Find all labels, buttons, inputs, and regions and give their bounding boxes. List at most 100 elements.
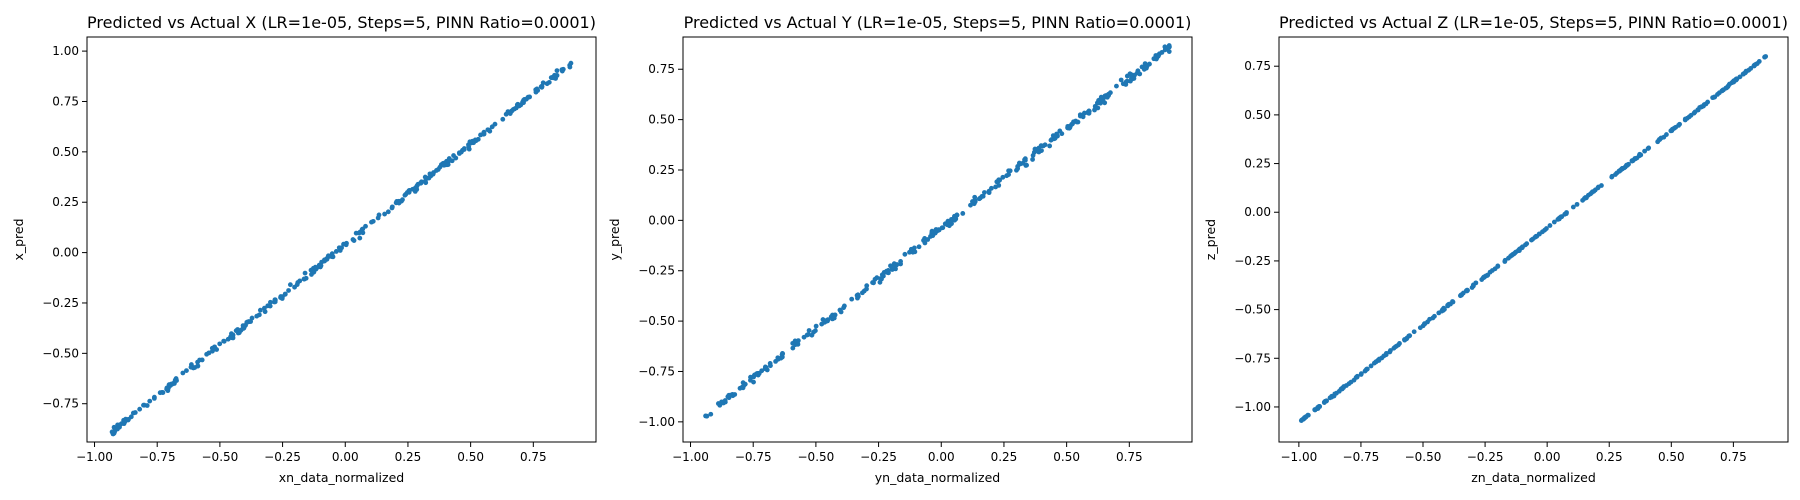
y-tick-label: 0.50 [648, 113, 675, 127]
y-tick-label: −0.75 [1234, 351, 1271, 365]
data-point [461, 147, 467, 152]
scatter-panel-1: Predicted vs Actual X (LR=1e-05, Steps=5… [11, 13, 597, 485]
data-point [1080, 114, 1086, 120]
data-point [174, 378, 179, 383]
x-tick-label: 0.75 [1116, 450, 1143, 464]
data-point [445, 162, 451, 168]
y-tick-label: −0.25 [42, 296, 79, 310]
data-point [1629, 158, 1635, 164]
y-tick-label: 0.50 [1244, 108, 1271, 122]
data-point [282, 291, 288, 297]
data-point [262, 309, 268, 315]
data-point [804, 332, 810, 338]
data-point [195, 359, 201, 365]
data-point [1417, 325, 1423, 331]
data-point [1480, 275, 1486, 281]
data-point [413, 185, 418, 191]
x-tick-label: 0.25 [991, 450, 1018, 464]
data-point [768, 363, 773, 369]
data-point [898, 261, 903, 267]
data-point [430, 171, 436, 177]
data-point [1585, 192, 1591, 198]
data-point [872, 276, 878, 282]
data-point [982, 190, 987, 195]
y-tick-label: −0.50 [1234, 303, 1271, 317]
data-point [396, 200, 402, 206]
data-point [1459, 292, 1465, 298]
data-point [722, 398, 728, 403]
data-point [1402, 337, 1408, 343]
data-point [509, 108, 515, 114]
y-tick-label: 0.00 [52, 246, 79, 260]
y-tick-label: −0.75 [638, 364, 675, 378]
data-point [538, 84, 544, 90]
data-point [1108, 90, 1113, 96]
data-point [790, 345, 796, 351]
data-point [257, 307, 263, 313]
data-point [109, 429, 115, 435]
data-point [916, 244, 922, 250]
data-point [534, 86, 540, 92]
data-point [1450, 299, 1456, 305]
data-point [523, 96, 529, 102]
data-point [568, 60, 574, 66]
data-point [1114, 83, 1119, 89]
data-point [780, 351, 785, 356]
y-tick-label: 0.75 [1244, 59, 1271, 73]
data-point [254, 313, 260, 319]
data-point [481, 130, 487, 136]
data-point [1502, 259, 1508, 264]
data-point [889, 265, 895, 271]
y-tick-label: 0.75 [648, 62, 675, 76]
data-point [1712, 94, 1718, 100]
data-point [503, 111, 509, 117]
data-point [1086, 110, 1092, 116]
data-point [353, 230, 359, 236]
y-tick-label: −0.25 [638, 264, 675, 278]
x-tick-label: 0.25 [1596, 450, 1623, 464]
data-point [549, 75, 555, 80]
y-axis-label: y_pred [607, 218, 622, 260]
data-point [715, 401, 721, 406]
y-tick-label: 1.00 [52, 44, 79, 58]
y-axis-label: x_pred [11, 218, 26, 260]
data-point [1609, 174, 1615, 180]
data-point [972, 194, 978, 200]
data-point [268, 299, 273, 305]
data-point [1383, 351, 1389, 356]
data-point [1540, 229, 1545, 235]
data-point [1512, 250, 1518, 256]
data-point [1725, 84, 1731, 90]
x-tick-label: −0.25 [264, 450, 301, 464]
data-point [351, 238, 357, 243]
data-point [1506, 255, 1511, 261]
data-point [168, 381, 174, 387]
data-point [1633, 156, 1638, 162]
data-point [302, 270, 308, 276]
data-point [1547, 223, 1553, 228]
data-point [741, 382, 747, 388]
data-point [1642, 148, 1648, 154]
data-point [1411, 329, 1417, 335]
data-point [986, 190, 992, 196]
data-point [206, 350, 212, 356]
x-tick-label: 0.50 [457, 450, 484, 464]
data-point [126, 416, 131, 422]
x-tick-label: −0.50 [1405, 450, 1442, 464]
data-point [1303, 414, 1309, 420]
data-point [217, 341, 223, 347]
y-tick-label: 0.00 [648, 213, 675, 227]
data-point [333, 249, 339, 254]
data-point [1142, 65, 1148, 71]
data-point [451, 153, 456, 158]
data-point [960, 211, 966, 216]
data-point [1092, 107, 1097, 113]
y-tick-label: 0.25 [648, 163, 675, 177]
data-point [122, 419, 128, 425]
data-point [318, 263, 324, 269]
data-point [1582, 196, 1587, 201]
data-point [1094, 100, 1100, 106]
data-points [1298, 54, 1769, 423]
data-point [1425, 319, 1430, 325]
data-point [309, 272, 314, 277]
